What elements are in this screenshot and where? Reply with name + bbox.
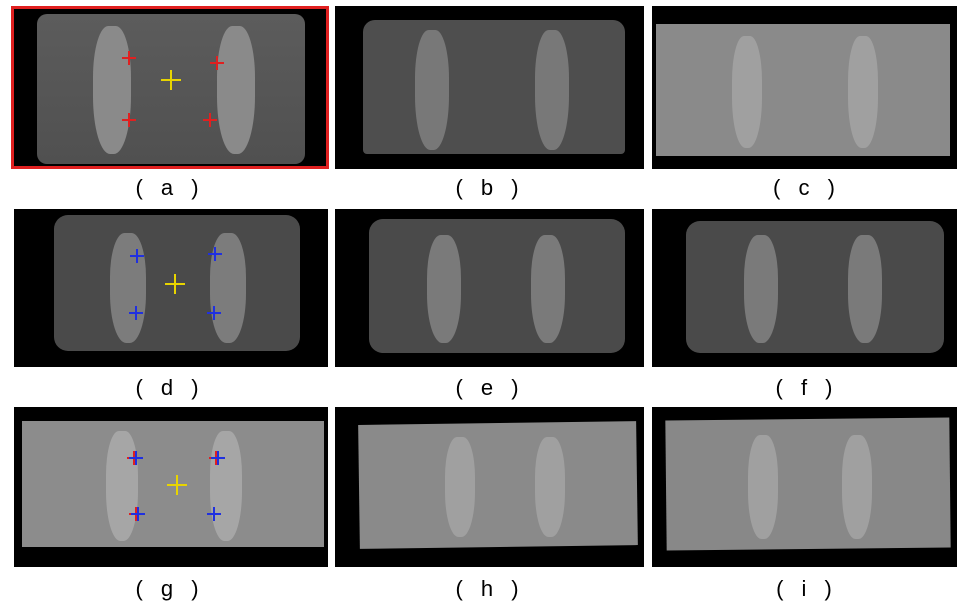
panel-a[interactable]: [11, 6, 329, 169]
bone-right: [848, 235, 882, 343]
ct-scan-e: [369, 219, 625, 353]
caption-e: ( e ): [455, 375, 525, 400]
panel-e[interactable]: [335, 209, 644, 367]
bone-right: [210, 233, 246, 343]
ct-scan-h: [358, 421, 638, 549]
bone-left: [445, 437, 475, 537]
caption-d: ( d ): [135, 375, 205, 400]
bone-right: [217, 26, 255, 154]
bone-left: [748, 435, 778, 539]
bone-left: [427, 235, 461, 343]
caption-c: ( c ): [773, 175, 841, 200]
caption-b: ( b ): [455, 175, 525, 200]
bone-right: [210, 431, 242, 541]
panel-c[interactable]: [652, 6, 957, 169]
panel-f[interactable]: [652, 209, 957, 367]
bone-right: [842, 435, 872, 539]
ct-scan-i: [665, 417, 951, 551]
bone-left: [415, 30, 449, 150]
ct-scan-c: [656, 24, 950, 156]
caption-a: ( a ): [135, 175, 205, 200]
bone-right: [535, 437, 565, 537]
caption-i: ( i ): [776, 576, 838, 601]
caption-g: ( g ): [135, 576, 205, 601]
panel-d[interactable]: [14, 209, 328, 367]
bone-right: [535, 30, 569, 150]
caption-f: ( f ): [775, 375, 839, 400]
bone-left: [110, 233, 146, 343]
caption-h: ( h ): [455, 576, 525, 601]
bone-left: [93, 26, 131, 154]
bone-left: [732, 36, 762, 148]
bone-right: [848, 36, 878, 148]
ct-scan-b: [363, 20, 625, 154]
bone-left: [106, 431, 138, 541]
bone-right: [531, 235, 565, 343]
ct-scan-f: [686, 221, 944, 353]
bone-left: [744, 235, 778, 343]
panel-g[interactable]: [14, 407, 328, 567]
panel-b[interactable]: [335, 6, 644, 169]
panel-h[interactable]: [335, 407, 644, 567]
panel-i[interactable]: [652, 407, 957, 567]
